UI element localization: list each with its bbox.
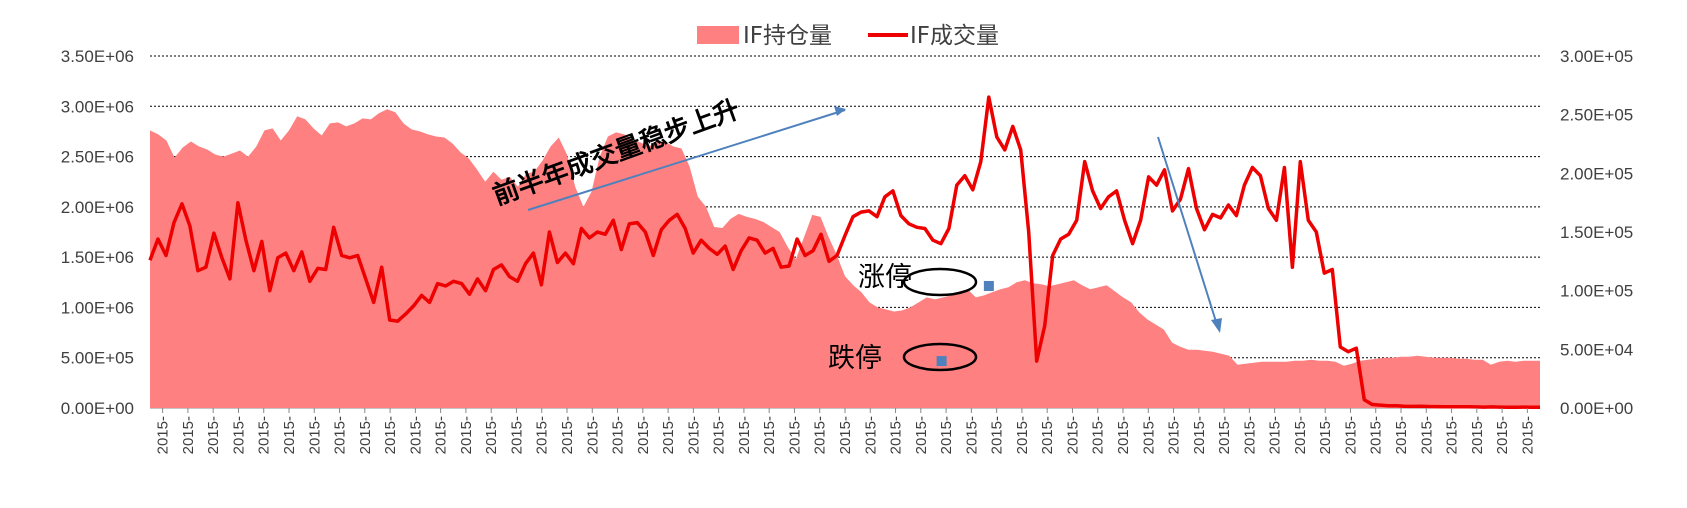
x-tick-label: 2015- bbox=[1519, 416, 1536, 454]
x-tick-label: 2015- bbox=[635, 416, 652, 454]
x-tick-label: 2015- bbox=[155, 416, 172, 454]
markers bbox=[936, 280, 994, 367]
legend: IF持仓量 IF成交量 bbox=[697, 23, 999, 49]
x-tick-label: 2015- bbox=[1494, 416, 1511, 454]
x-tick-label: 2015- bbox=[1469, 416, 1486, 454]
x-tick-label: 2015- bbox=[761, 416, 778, 454]
y-left-tick-label: 3.50E+06 bbox=[61, 47, 134, 66]
x-tick-label: 2015- bbox=[1393, 416, 1410, 454]
y-left-tick-label: 5.00E+05 bbox=[61, 349, 134, 368]
y-right-tick-label: 3.00E+05 bbox=[1560, 47, 1633, 66]
x-tick-label: 2015- bbox=[559, 416, 576, 454]
x-tick-label: 2015- bbox=[1418, 416, 1435, 454]
trend-arrow-up bbox=[527, 109, 846, 211]
x-tick-label: 2015- bbox=[963, 416, 980, 454]
x-tick-label: 2015- bbox=[862, 416, 879, 454]
x-tick-label: 2015- bbox=[913, 416, 930, 454]
y-left-tick-label: 2.50E+06 bbox=[61, 148, 134, 167]
y-left-tick-label: 1.00E+06 bbox=[61, 298, 134, 317]
x-tick-label: 2015- bbox=[1444, 416, 1461, 454]
x-tick-label: 2015- bbox=[382, 416, 399, 454]
x-tick-label: 2015- bbox=[786, 416, 803, 454]
x-tick-label: 2015- bbox=[256, 416, 273, 454]
y-right-tick-label: 5.00E+04 bbox=[1560, 340, 1633, 359]
x-tick-label: 2015- bbox=[433, 416, 450, 454]
x-tick-label: 2015- bbox=[1090, 416, 1107, 454]
area-series-layer bbox=[150, 109, 1540, 409]
x-tick-label: 2015- bbox=[736, 416, 753, 454]
limit-down-label: 跌停 bbox=[828, 343, 882, 374]
y-right-tick-label: 2.00E+05 bbox=[1560, 164, 1633, 183]
x-tick-label: 2015- bbox=[888, 416, 905, 454]
legend-label-line: IF成交量 bbox=[910, 23, 999, 49]
y-right-tick-label: 1.00E+05 bbox=[1560, 282, 1633, 301]
x-tick-label: 2015- bbox=[1317, 416, 1334, 454]
marker-point bbox=[936, 356, 947, 367]
y-left-tick-label: 2.00E+06 bbox=[61, 198, 134, 217]
x-tick-label: 2015- bbox=[685, 416, 702, 454]
x-tick-label: 2015- bbox=[1292, 416, 1309, 454]
y-left-tick-label: 0.00E+00 bbox=[61, 399, 134, 418]
x-tick-label: 2015- bbox=[1368, 416, 1385, 454]
x-tick-label: 2015- bbox=[1166, 416, 1183, 454]
x-tick-label: 2015- bbox=[610, 416, 627, 454]
x-tick-label: 2015- bbox=[660, 416, 677, 454]
x-tick-label: 2015- bbox=[711, 416, 728, 454]
limit-up-label: 涨停 bbox=[858, 262, 912, 293]
x-tick-label: 2015- bbox=[1267, 416, 1284, 454]
x-tick-label: 2015- bbox=[1241, 416, 1258, 454]
x-tick-label: 2015- bbox=[1115, 416, 1132, 454]
x-tick-label: 2015- bbox=[1140, 416, 1157, 454]
trend-arrow-up-head bbox=[834, 106, 846, 116]
x-tick-label: 2015- bbox=[180, 416, 197, 454]
y-left-tick-label: 3.00E+06 bbox=[61, 97, 134, 116]
right-axis-ticks: 0.00E+00 5.00E+04 1.00E+05 1.50E+05 2.00E+05… bbox=[1560, 47, 1633, 418]
x-tick-label: 2015- bbox=[306, 416, 323, 454]
x-tick-label: 2015- bbox=[938, 416, 955, 454]
x-tick-label: 2015- bbox=[1191, 416, 1208, 454]
y-right-tick-label: 2.50E+05 bbox=[1560, 106, 1633, 125]
limit-down-ellipse bbox=[902, 342, 978, 372]
left-axis-ticks: 0.00E+00 5.00E+05 1.00E+06 1.50E+06 2.00E+06… bbox=[61, 47, 134, 418]
x-tick-label: 2015- bbox=[1039, 416, 1056, 454]
x-tick-label: 2015- bbox=[483, 416, 500, 454]
marker-point bbox=[983, 280, 994, 291]
x-tick-label: 2015- bbox=[534, 416, 551, 454]
limit-up-ellipse bbox=[902, 267, 978, 297]
x-tick-label: 2015- bbox=[508, 416, 525, 454]
line-series-ifvolume bbox=[148, 95, 1541, 410]
area-series-ifholding bbox=[150, 109, 1540, 409]
y-left-tick-label: 1.50E+06 bbox=[61, 248, 134, 267]
x-tick-label: 2015- bbox=[458, 416, 475, 454]
x-tick-label: 2015- bbox=[837, 416, 854, 454]
line-series-layer bbox=[148, 95, 1541, 410]
x-tick-label: 2015- bbox=[1342, 416, 1359, 454]
y-right-tick-label: 1.50E+05 bbox=[1560, 223, 1633, 242]
x-tick-label: 2015- bbox=[584, 416, 601, 454]
x-tick-label: 2015- bbox=[812, 416, 829, 454]
legend-swatch-area bbox=[697, 26, 739, 44]
x-tick-label: 2015- bbox=[1216, 416, 1233, 454]
x-tick-label: 2015- bbox=[230, 416, 247, 454]
x-tick-label: 2015- bbox=[357, 416, 374, 454]
x-tick-label: 2015- bbox=[332, 416, 349, 454]
trend-arrow-down bbox=[1157, 136, 1219, 329]
x-axis-ticks: 2015- 2015- 2015- 2015- 2015- 2015- 2015- 2015-… bbox=[155, 408, 1536, 454]
x-tick-label: 2015- bbox=[989, 416, 1006, 454]
x-tick-label: 2015- bbox=[281, 416, 298, 454]
legend-label-area: IF持仓量 bbox=[743, 23, 832, 49]
x-tick-label: 2015- bbox=[1014, 416, 1031, 454]
y-right-tick-label: 0.00E+00 bbox=[1560, 399, 1633, 418]
x-tick-label: 2015- bbox=[1064, 416, 1081, 454]
x-tick-label: 2015- bbox=[205, 416, 222, 454]
trend-arrow-down-head bbox=[1211, 318, 1222, 333]
x-tick-label: 2015- bbox=[407, 416, 424, 454]
